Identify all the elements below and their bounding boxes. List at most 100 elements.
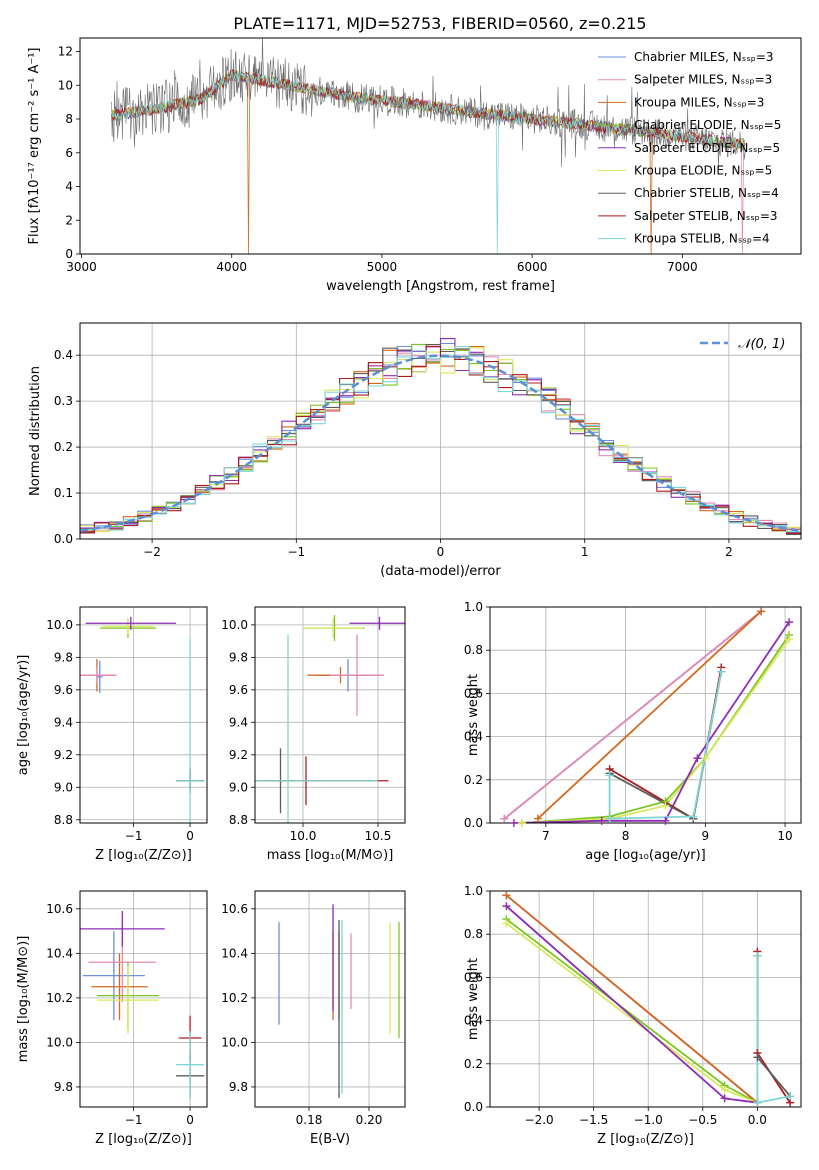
- massweight_vs_age-frame: [489, 606, 802, 824]
- spectrum-y-tick-label: 4: [65, 180, 73, 194]
- mass_vs_z-grid: [80, 891, 207, 1107]
- spectrum-plot-area: [111, 38, 746, 254]
- massweight-vs-z-panel: −2.0 −1.5 −1.0 −0.5 0.0 0.0 0.2 0.4 0.6 0.8 1.0 Z […: [464, 884, 802, 1147]
- massweight_vs_z-y-tick-label: 0.0: [464, 1100, 483, 1114]
- mass_vs_ebv-axes: 0.18 0.20 9.8 10.0 10.2 10.4 10.6 E(B-V): [221, 890, 406, 1147]
- mass-weight-line: [756, 955, 791, 1097]
- mass-weight-line: [521, 634, 790, 823]
- mass_vs_ebv-x-tick-label: 0.18: [296, 1113, 323, 1127]
- mass_vs_z-y-label: mass [log₁₀(M/M⊙)]: [16, 936, 31, 1063]
- massweight_vs_z-x-label: Z [log₁₀(Z/Z⊙)]: [597, 1132, 694, 1147]
- age_vs_z-grid: [80, 607, 207, 823]
- figure-title: PLATE=1171, MJD=52753, FIBERID=0560, z=0…: [233, 14, 646, 33]
- mass-weight-marker: [785, 618, 794, 627]
- mass-weight-marker: [597, 816, 606, 825]
- mass-weight-marker: [720, 1085, 729, 1094]
- mass-weight-line: [505, 905, 758, 1104]
- mass-weight-line: [609, 671, 723, 821]
- spectrum-panel: 3000 4000 5000 6000 7000 0 2 4 6 8 10 12 wavelength …: [27, 37, 802, 294]
- residual-histogram-salpeter-stelib: [80, 345, 801, 534]
- mass_vs_z-x-label: Z [log₁₀(Z/Z⊙)]: [95, 1132, 192, 1147]
- mass_vs_z-axes: −1 0 9.8 10.0 10.2 10.4 10.6 Z [log₁₀(Z/Z⊙)] mas…: [16, 890, 208, 1147]
- mass-weight-marker: [693, 754, 702, 763]
- mass-weight-marker: [757, 607, 766, 616]
- residuals-frame: [79, 322, 802, 540]
- age_vs_mass-y-tick-label: 9.0: [229, 780, 248, 794]
- massweight_vs_z-plot-area: [505, 894, 791, 1104]
- residuals-panel: −2 −1 0 1 2 0.0 0.1 0.2 0.3 0.4 (data-model)/error…: [28, 322, 802, 579]
- massweight_vs_z-y-tick-label: 0.6: [464, 970, 483, 984]
- massweight_vs_z-y-tick-label: 0.4: [464, 1014, 483, 1028]
- residuals-x-tick-label: 2: [725, 545, 733, 559]
- age_vs_mass-y-tick-label: 9.2: [229, 748, 248, 762]
- mass-weight-line: [505, 894, 758, 1104]
- mass-weight-marker: [701, 754, 710, 763]
- spectrum-frame: [79, 37, 802, 255]
- age_vs_mass-plot-area: [255, 615, 405, 823]
- spectrum-x-tick-label: 3000: [66, 260, 97, 274]
- mass-weight-line: [756, 955, 791, 1104]
- spectrum-y-tick-label: 2: [65, 213, 73, 227]
- mass-weight-marker: [689, 812, 698, 821]
- mass_vs_ebv-y-tick-label: 10.4: [221, 946, 248, 960]
- age_vs_mass-grid: [255, 607, 405, 823]
- mass_vs_z-y-tick-label: 10.6: [46, 902, 73, 916]
- mass-vs-z-panel: −1 0 9.8 10.0 10.2 10.4 10.6 Z [log₁₀(Z/Z⊙)] mas…: [16, 890, 208, 1147]
- residuals-y-tick-label: 0.3: [54, 394, 73, 408]
- mass-weight-marker: [502, 919, 511, 928]
- massweight_vs_age-axes: 7 8 9 10 0.0 0.2 0.4 0.6 0.8 1.0 age [log₁₀(age/yr…: [464, 600, 802, 863]
- massweight_vs_z-x-tick-label: −2.0: [525, 1113, 554, 1127]
- mass_vs_z-y-tick-label: 9.8: [54, 1080, 73, 1094]
- spectrum-y-tick-label: 6: [65, 146, 73, 160]
- age_vs_z-y-tick-label: 9.2: [54, 748, 73, 762]
- massweight_vs_age-y-tick-label: 0.0: [464, 816, 483, 830]
- residuals-x-tick-label: −1: [287, 545, 305, 559]
- mass_vs_ebv-grid: [255, 891, 405, 1107]
- mass-weight-line: [756, 951, 791, 1104]
- massweight_vs_z-x-tick-label: 0.0: [748, 1113, 767, 1127]
- age_vs_z-y-tick-label: 9.0: [54, 780, 73, 794]
- spectrum-y-tick-label: 0: [65, 247, 73, 261]
- mass-weight-line: [537, 610, 762, 820]
- spectrum-x-tick-label: 5000: [367, 260, 398, 274]
- mass_vs_ebv-plot-area: [278, 904, 400, 1099]
- spectrum-y-label: Flux [fλ10⁻¹⁷ erg cm⁻² s⁻¹ A⁻¹]: [27, 48, 42, 245]
- legend-label: 𝒩(0, 1): [738, 337, 785, 352]
- age_vs_z-frame: [79, 606, 208, 824]
- mass-weight-line: [505, 918, 758, 1104]
- mass_vs_z-plot-area: [80, 911, 205, 1099]
- normal-distribution-curve: [80, 354, 801, 533]
- age_vs_mass-axes: 10.0 10.5 8.8 9.0 9.2 9.4 9.6 9.8 10.0 mass [log₁…: [221, 606, 406, 863]
- spectrum-x-label: wavelength [Angstrom, rest frame]: [326, 279, 555, 294]
- age_vs_mass-y-tick-label: 9.6: [229, 683, 248, 697]
- spectrum-x-tick-label: 4000: [216, 260, 247, 274]
- massweight_vs_z-x-tick-label: −1.0: [634, 1113, 663, 1127]
- massweight_vs_z-y-tick-label: 1.0: [464, 884, 483, 898]
- mass-weight-marker: [717, 667, 726, 676]
- mass-weight-marker: [753, 1098, 762, 1107]
- mass-weight-marker: [509, 819, 518, 827]
- residuals-y-tick-label: 0.1: [54, 486, 73, 500]
- spectrum-axes: 3000 4000 5000 6000 7000 0 2 4 6 8 10 12 wavelength …: [27, 37, 802, 294]
- residuals-x-tick-label: 0: [437, 545, 445, 559]
- legend-label: Chabrier MILES, Nₛₛₚ=3: [634, 50, 774, 64]
- mass-weight-marker: [753, 951, 762, 960]
- massweight_vs_z-x-tick-label: −1.5: [579, 1113, 608, 1127]
- residual-histogram-salpeter-elodie: [80, 338, 801, 533]
- age_vs_z-y-tick-label: 10.0: [46, 618, 73, 632]
- legend-label: Salpeter STELIB, Nₛₛₚ=3: [634, 209, 778, 223]
- massweight-vs-age-panel: 7 8 9 10 0.0 0.2 0.4 0.6 0.8 1.0 age [log₁₀(age/yr…: [464, 600, 802, 863]
- mass-weight-marker: [605, 814, 614, 823]
- mass_vs_z-y-tick-label: 10.0: [46, 1035, 73, 1049]
- mass_vs_z-frame: [79, 890, 208, 1108]
- legend-label: Kroupa ELODIE, Nₛₛₚ=5: [634, 164, 772, 178]
- mass_vs_ebv-y-tick-label: 10.6: [221, 902, 248, 916]
- massweight_vs_age-y-tick-label: 0.8: [464, 643, 483, 657]
- massweight_vs_z-y-label: mass weight: [466, 958, 481, 1040]
- residuals-x-tick-label: −2: [143, 545, 161, 559]
- massweight_vs_age-y-tick-label: 0.2: [464, 773, 483, 787]
- age_vs_mass-x-tick-label: 10.0: [290, 829, 317, 843]
- age_vs_mass-frame: [254, 606, 406, 824]
- massweight_vs_age-x-tick-label: 8: [622, 829, 630, 843]
